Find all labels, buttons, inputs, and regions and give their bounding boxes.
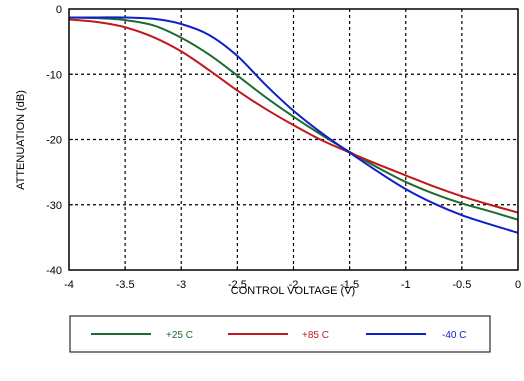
plot-frame <box>68 8 519 271</box>
y-tick-label: -10 <box>46 69 62 81</box>
y-tick-labels: 0 -10 -20 -30 -40 <box>46 4 62 277</box>
series-line <box>69 18 518 214</box>
series-line <box>69 16 518 221</box>
x-tick-labels: -4 -3.5 -3 -2.5 -2 -1.5 -1 -0.5 0 <box>64 279 521 291</box>
y-tick-label: -30 <box>46 200 62 212</box>
x-tick-label: -3.5 <box>116 279 135 291</box>
x-tick-label: -2.5 <box>228 279 247 291</box>
legend-entry-label: +25 C <box>166 330 193 341</box>
series-lines <box>69 16 518 234</box>
y-tick-label: 0 <box>56 4 62 16</box>
y-tick-label: -40 <box>46 265 62 277</box>
x-tick-label: -1 <box>401 279 411 291</box>
x-tick-label: -3 <box>176 279 186 291</box>
y-tick-label: -20 <box>46 135 62 147</box>
x-tick-label: 0 <box>515 279 521 291</box>
legend-entry-label: -40 C <box>442 330 466 341</box>
x-tick-label: -4 <box>64 279 74 291</box>
series-line <box>69 16 518 234</box>
x-tick-label: -0.5 <box>452 279 471 291</box>
x-axis-label: CONTROL VOLTAGE (V) <box>231 285 355 297</box>
x-tick-label: -2 <box>289 279 299 291</box>
y-axis-label: ATTENUATION (dB) <box>15 90 27 190</box>
legend-entry-label: +85 C <box>302 330 329 341</box>
x-tick-label: -1.5 <box>340 279 359 291</box>
legend: +25 C +85 C -40 C <box>69 315 491 353</box>
